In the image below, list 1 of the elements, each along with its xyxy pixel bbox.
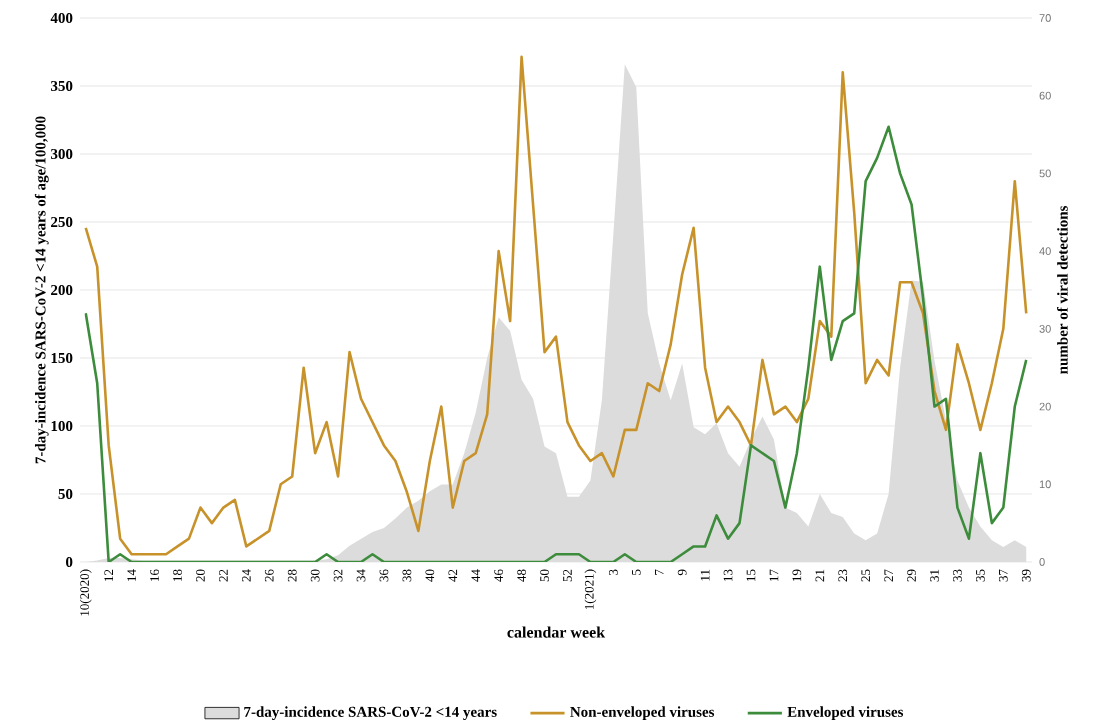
x-axis-title: calendar week: [507, 626, 606, 638]
